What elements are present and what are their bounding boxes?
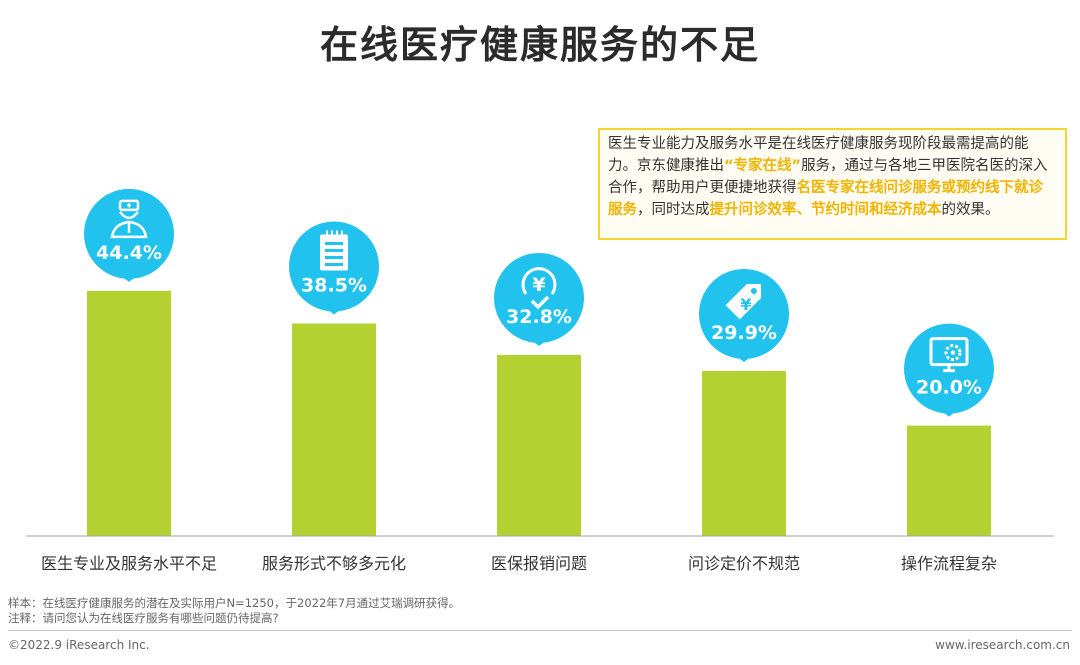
callout-text: 的效果。 xyxy=(941,202,1000,218)
bar-5 xyxy=(907,425,991,536)
website-link[interactable]: www.iresearch.com.cn xyxy=(935,638,1070,652)
value-bubble-1 xyxy=(84,188,174,279)
bar-2 xyxy=(292,323,376,536)
monitor-gear-icon xyxy=(929,337,969,373)
sample-note: 样本：在线医疗健康服务的潜在及实际用户N=1250，于2022年7月通过艾瑞调研… xyxy=(8,596,461,610)
bar-3 xyxy=(497,354,581,536)
category-label: 医生专业及服务水平不足 xyxy=(41,554,217,573)
value-label: 44.4% xyxy=(96,242,162,264)
category-label: 问诊定价不规范 xyxy=(688,554,800,573)
document-icon xyxy=(320,230,348,271)
callout-text: 医生专业能力及服务水平是在线医疗健康服务现阶段最需提高的能力。京东健康推出 xyxy=(608,136,1029,174)
category-label: 服务形式不够多元化 xyxy=(262,554,406,573)
value-bubble-3 xyxy=(494,252,584,343)
value-label: 32.8% xyxy=(506,306,572,328)
value-label: 38.5% xyxy=(301,274,367,296)
callout-text: 服务，通过与各地三甲医院名医的深入合作，帮助用户更便捷地获得 xyxy=(608,158,1048,196)
callout-text: ，同时达成 xyxy=(637,202,710,218)
callout-box: 医生专业能力及服务水平是在线医疗健康服务现阶段最需提高的能力。京东健康推出“专家… xyxy=(598,128,1067,240)
bar-chart: 44.4% 医生专业及服务水平不足 38.5% 服务形式不够多元化 ¥32.8% 医保报销… xyxy=(26,188,1054,573)
value-label: 20.0% xyxy=(916,377,982,399)
doctor-icon xyxy=(110,199,148,239)
bar-1 xyxy=(87,290,171,536)
category-label: 操作流程复杂 xyxy=(901,554,997,573)
copyright: ©2022.9 iResearch Inc. xyxy=(8,638,150,652)
bar-4 xyxy=(702,370,786,536)
page-title: 在线医疗健康服务的不足 xyxy=(319,23,760,67)
question-note: 注释：请问您认为在线医疗服务有哪些问题仍待提高? xyxy=(8,611,279,625)
price-tag-icon: ¥ xyxy=(725,283,761,320)
yuan-check-icon: ¥ xyxy=(521,267,557,310)
callout-highlight: 提升问诊效率、节约时间和经济成本 xyxy=(709,202,942,218)
svg-text:¥: ¥ xyxy=(740,295,751,314)
category-label: 医保报销问题 xyxy=(491,554,587,573)
footnotes: 样本：在线医疗健康服务的潜在及实际用户N=1250，于2022年7月通过艾瑞调研… xyxy=(8,596,460,626)
footer-divider xyxy=(8,630,1072,631)
callout-highlight: 名医专家在线问诊服务或预约线下就诊服务 xyxy=(608,180,1043,218)
svg-text:¥: ¥ xyxy=(532,274,545,296)
callout-highlight: “专家在线” xyxy=(724,158,802,174)
value-label: 29.9% xyxy=(711,322,777,344)
